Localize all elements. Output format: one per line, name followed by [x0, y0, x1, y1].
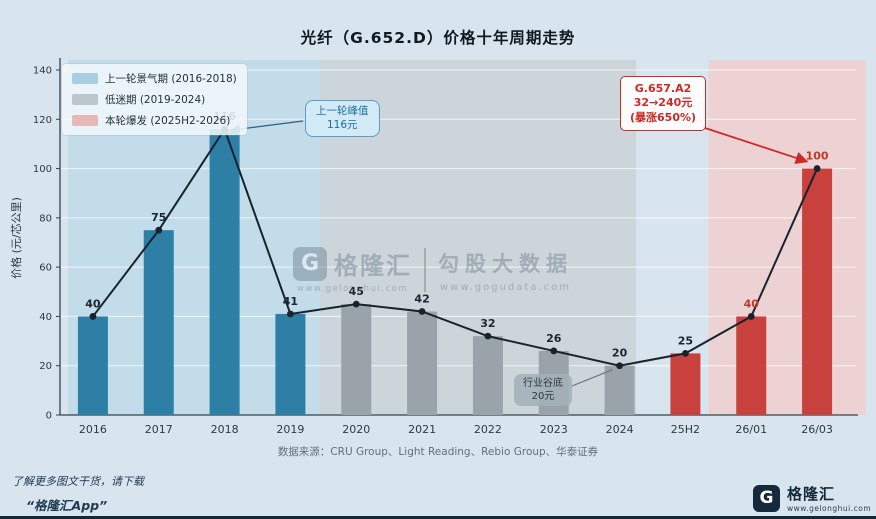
x-tick-label-26/01: 26/01 — [735, 423, 767, 436]
y-tick-label-0: 0 — [46, 411, 52, 422]
legend-swatch-burst — [72, 115, 98, 126]
trend-line — [92, 126, 818, 367]
watermark-brand-name: 格隆汇 — [334, 252, 412, 280]
point-25H2 — [682, 349, 689, 357]
footer-brand-url: www.gelonghui.com — [787, 504, 872, 513]
bar-2018 — [209, 129, 240, 415]
value-label-2017: 75 — [151, 211, 166, 224]
footer-promo-line2: “格隆汇App” — [26, 498, 108, 513]
legend-swatch-boom — [72, 73, 98, 84]
burst-annotation: G.657.A2 32→240元 (暴涨650%) — [620, 76, 707, 131]
peak-annotation-line1: 上一轮峰值 — [316, 105, 369, 117]
burst-annotation-line1: G.657.A2 — [634, 82, 692, 95]
x-tick-label-2020: 2020 — [342, 423, 370, 436]
value-label-2021: 42 — [414, 293, 429, 306]
chart-title: 光纤（G.652.D）价格十年周期走势 — [300, 29, 576, 47]
point-26/01 — [747, 313, 755, 320]
gelonghui-logo-icon: G — [293, 246, 327, 281]
trough-annotation-line2: 20元 — [531, 391, 555, 402]
legend-item-slump: 低迷期 (2019-2024) — [72, 92, 237, 107]
axis-frame — [59, 58, 858, 416]
watermark-divider — [424, 248, 426, 292]
point-2023 — [550, 347, 558, 355]
x-tick-label-2021: 2021 — [408, 423, 436, 436]
value-label-2016: 40 — [85, 297, 101, 310]
burst-annotation-line2: 32→240元 — [633, 96, 693, 110]
bar-26/01 — [736, 316, 767, 415]
x-tick-label-2022: 2022 — [474, 423, 502, 436]
y-tick-label-120: 120 — [33, 115, 52, 126]
legend-label-boom: 上一轮景气期 (2016-2018) — [105, 73, 237, 85]
x-tick-label-26/03: 26/03 — [801, 423, 833, 436]
bar-2020 — [341, 304, 372, 415]
x-tick-label-2023: 2023 — [540, 423, 568, 436]
value-label-2024: 20 — [612, 347, 628, 360]
peak-annotation-line2: 116元 — [326, 118, 358, 131]
point-2016 — [89, 313, 97, 320]
x-tick-label-2016: 2016 — [79, 423, 107, 436]
bar-26/03 — [802, 168, 833, 415]
bar-2021 — [407, 311, 438, 415]
point-2024 — [616, 362, 623, 370]
legend-item-burst: 本轮爆发 (2025H2-2026) — [72, 113, 237, 128]
legend-label-burst: 本轮爆发 (2025H2-2026) — [105, 115, 231, 127]
watermark-product-block: 勾股大数据 www.gogudata.com — [438, 248, 573, 293]
legend-swatch-slump — [72, 94, 98, 105]
watermark: G 格隆汇 www.gelonghui.com 勾股大数据 www.goguda… — [293, 246, 573, 294]
y-tick-label-100: 100 — [33, 164, 52, 175]
point-2020 — [352, 300, 360, 308]
watermark-product-name: 勾股大数据 — [438, 251, 573, 276]
gelonghui-footer-logo: G 格隆汇 www.gelonghui.com — [753, 483, 871, 513]
footer-brand-name: 格隆汇 — [787, 485, 836, 503]
value-label-2019: 41 — [283, 295, 298, 308]
watermark-product-url: www.gogudata.com — [439, 281, 571, 293]
x-tick-label-25H2: 25H2 — [671, 423, 700, 436]
legend-item-boom: 上一轮景气期 (2016-2018) — [72, 71, 237, 86]
bar-2016 — [77, 316, 108, 415]
y-tick-label-140: 140 — [33, 66, 52, 77]
burst-arrow — [701, 126, 809, 165]
x-tick-label-2018: 2018 — [211, 423, 239, 436]
footer-promo: 了解更多图文干货，请下载 “格隆汇App” — [12, 473, 144, 514]
peak-annotation: 上一轮峰值 116元 — [305, 100, 380, 138]
legend: 上一轮景气期 (2016-2018) 低迷期 (2019-2024) 本轮爆发 … — [62, 64, 247, 135]
legend-label-slump: 低迷期 (2019-2024) — [105, 94, 206, 106]
value-label-25H2: 25 — [678, 334, 693, 347]
watermark-brand-block: G 格隆汇 www.gelonghui.com — [293, 246, 412, 294]
bar-2017 — [143, 230, 174, 415]
y-tick-label-40: 40 — [39, 312, 52, 323]
y-tick-label-60: 60 — [39, 263, 52, 274]
value-label-2020: 45 — [349, 285, 364, 298]
bar-2019 — [275, 313, 306, 415]
gelonghui-logo-icon: G — [753, 484, 780, 512]
y-axis-title: 价格 (元/芯公里) — [9, 197, 23, 279]
x-tick-label-2019: 2019 — [276, 423, 304, 436]
x-tick-label-2024: 2024 — [606, 423, 634, 436]
burst-annotation-line3: (暴涨650%) — [630, 110, 697, 124]
value-label-2023: 26 — [546, 332, 562, 345]
point-2022 — [484, 332, 492, 340]
trough-annotation-line1: 行业谷底 — [523, 378, 563, 389]
point-26/03 — [813, 165, 821, 172]
trough-annotation: 行业谷底 20元 — [514, 374, 572, 406]
value-label-26/03: 100 — [806, 150, 829, 163]
bottom-accent-bar — [0, 516, 876, 519]
point-2017 — [155, 226, 163, 234]
y-tick-label-20: 20 — [39, 361, 52, 372]
bar-25H2 — [670, 353, 701, 415]
trough-pointer-line — [571, 369, 613, 387]
point-2021 — [418, 308, 426, 315]
watermark-brand-url: www.gelonghui.com — [296, 284, 409, 294]
bar-2024 — [604, 365, 635, 415]
y-tick-label-80: 80 — [39, 213, 52, 224]
x-tick-label-2017: 2017 — [145, 423, 173, 436]
value-label-26/01: 40 — [744, 297, 760, 310]
bar-2022 — [472, 336, 503, 415]
data-source: 数据来源：CRU Group、Light Reading、Rebio Group… — [277, 446, 599, 458]
point-2019 — [287, 310, 294, 318]
footer-promo-line1: 了解更多图文干货，请下载 — [12, 475, 144, 488]
value-label-2022: 32 — [480, 317, 495, 330]
